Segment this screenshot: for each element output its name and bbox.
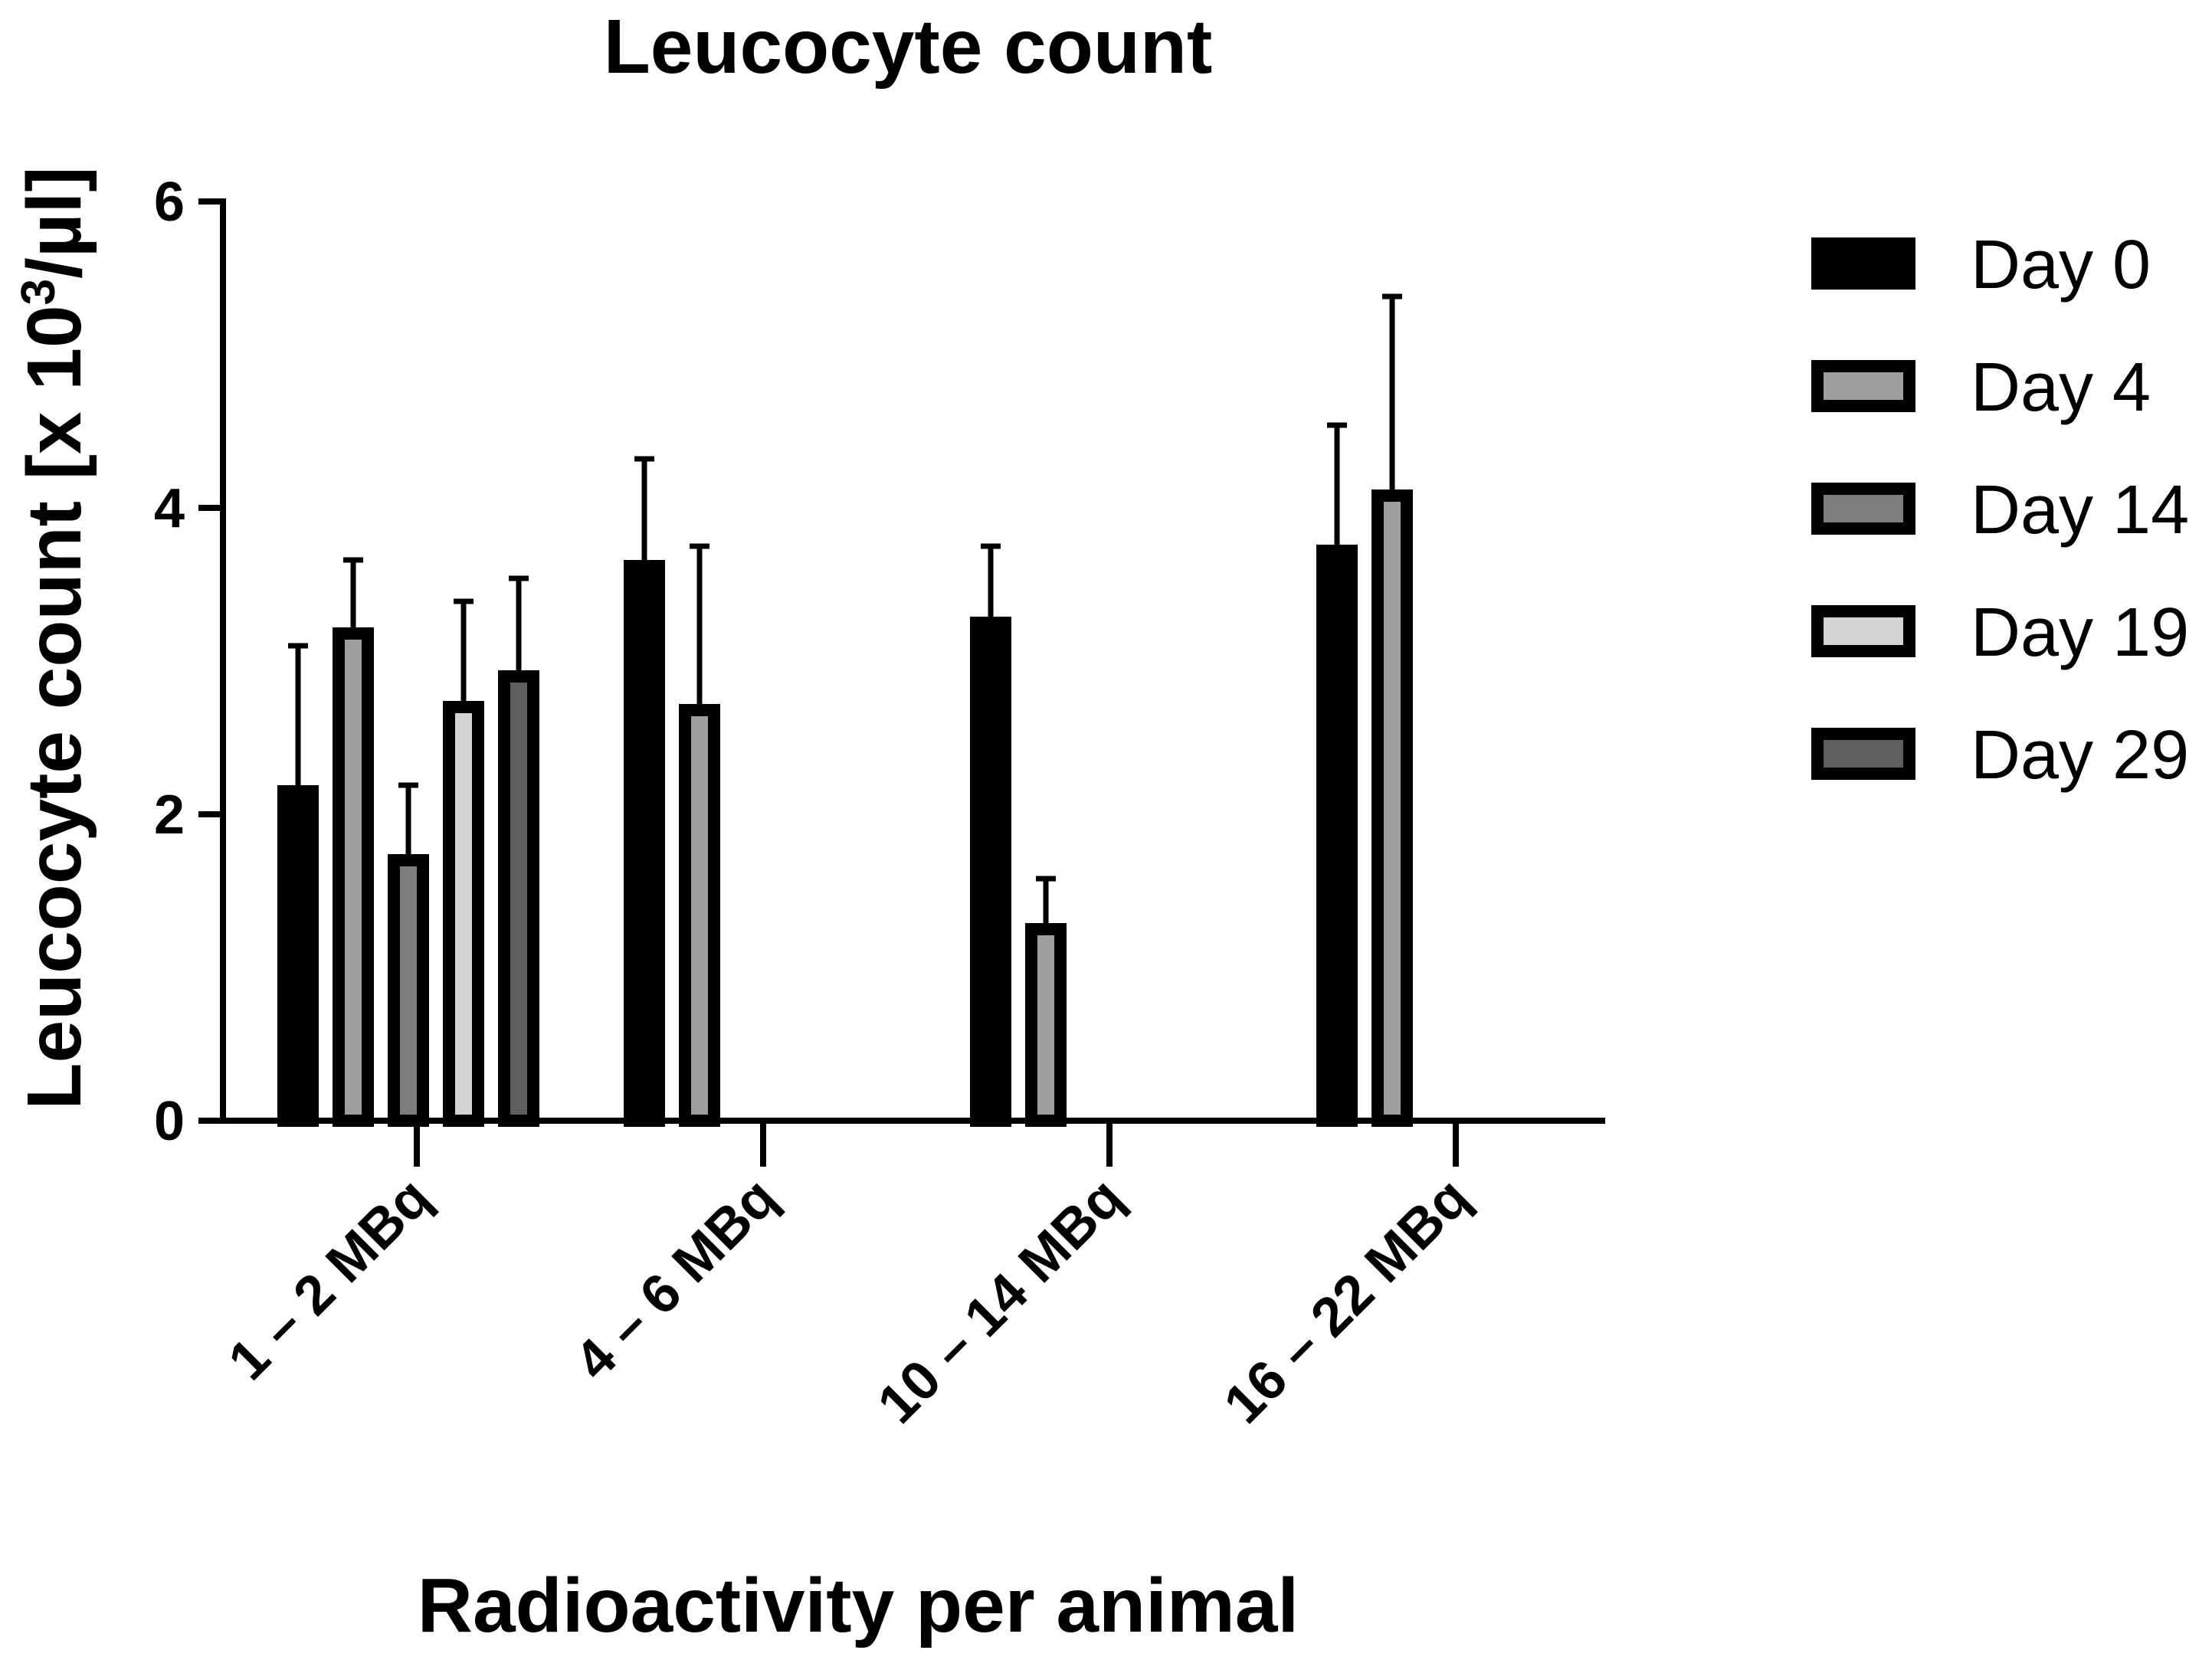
y-axis-label-tail: /µl] [11, 166, 97, 278]
y-tick-label: 4 [154, 478, 185, 539]
bar [498, 670, 539, 1127]
legend: Day 0 Day 4 Day 14 Day 19 Day 29 [1811, 227, 2189, 794]
bar [1025, 923, 1067, 1127]
y-tick-label: 6 [154, 172, 185, 233]
y-tick-label: 0 [154, 1091, 185, 1152]
bar [388, 854, 429, 1127]
bar [443, 701, 484, 1127]
x-tick-label: 10 – 14 MBq [866, 1167, 1135, 1436]
bar [624, 560, 665, 1127]
legend-swatch [1811, 728, 1915, 780]
legend-label: Day 4 [1971, 349, 2151, 426]
legend-label: Day 14 [1971, 472, 2189, 548]
legend-swatch [1811, 237, 1915, 290]
legend-label: Day 19 [1971, 594, 2189, 671]
bar [277, 785, 319, 1127]
x-tick-label: 16 – 22 MBq [1212, 1167, 1481, 1436]
y-axis-label-superscript: 3 [12, 279, 65, 305]
bar [970, 617, 1011, 1127]
legend-swatch [1811, 483, 1915, 535]
bar [1316, 545, 1358, 1127]
bar [1371, 489, 1413, 1127]
legend-swatch [1811, 605, 1915, 657]
legend-label: Day 29 [1971, 717, 2189, 794]
plot-area: 0 2 4 6 1 – 2 MBq 4 – 6 MBq 10 – 14 MBq 16 – 22… [154, 172, 1605, 1436]
chart-title: Leucocyte count [604, 4, 1213, 90]
legend-swatch [1811, 360, 1915, 412]
y-axis-label-main: Leucocyte count [x 10 [11, 305, 97, 1109]
x-tick-label: 1 – 2 MBq [217, 1167, 442, 1392]
x-axis-label: Radioactivity per animal [418, 1563, 1299, 1649]
y-tick-label: 2 [154, 784, 185, 846]
bar [679, 704, 720, 1127]
bar [333, 627, 374, 1127]
x-tick-label: 4 – 6 MBq [563, 1167, 788, 1392]
legend-label: Day 0 [1971, 227, 2151, 303]
y-axis-label: Leucocyte count [x 103/µl] [11, 166, 97, 1109]
